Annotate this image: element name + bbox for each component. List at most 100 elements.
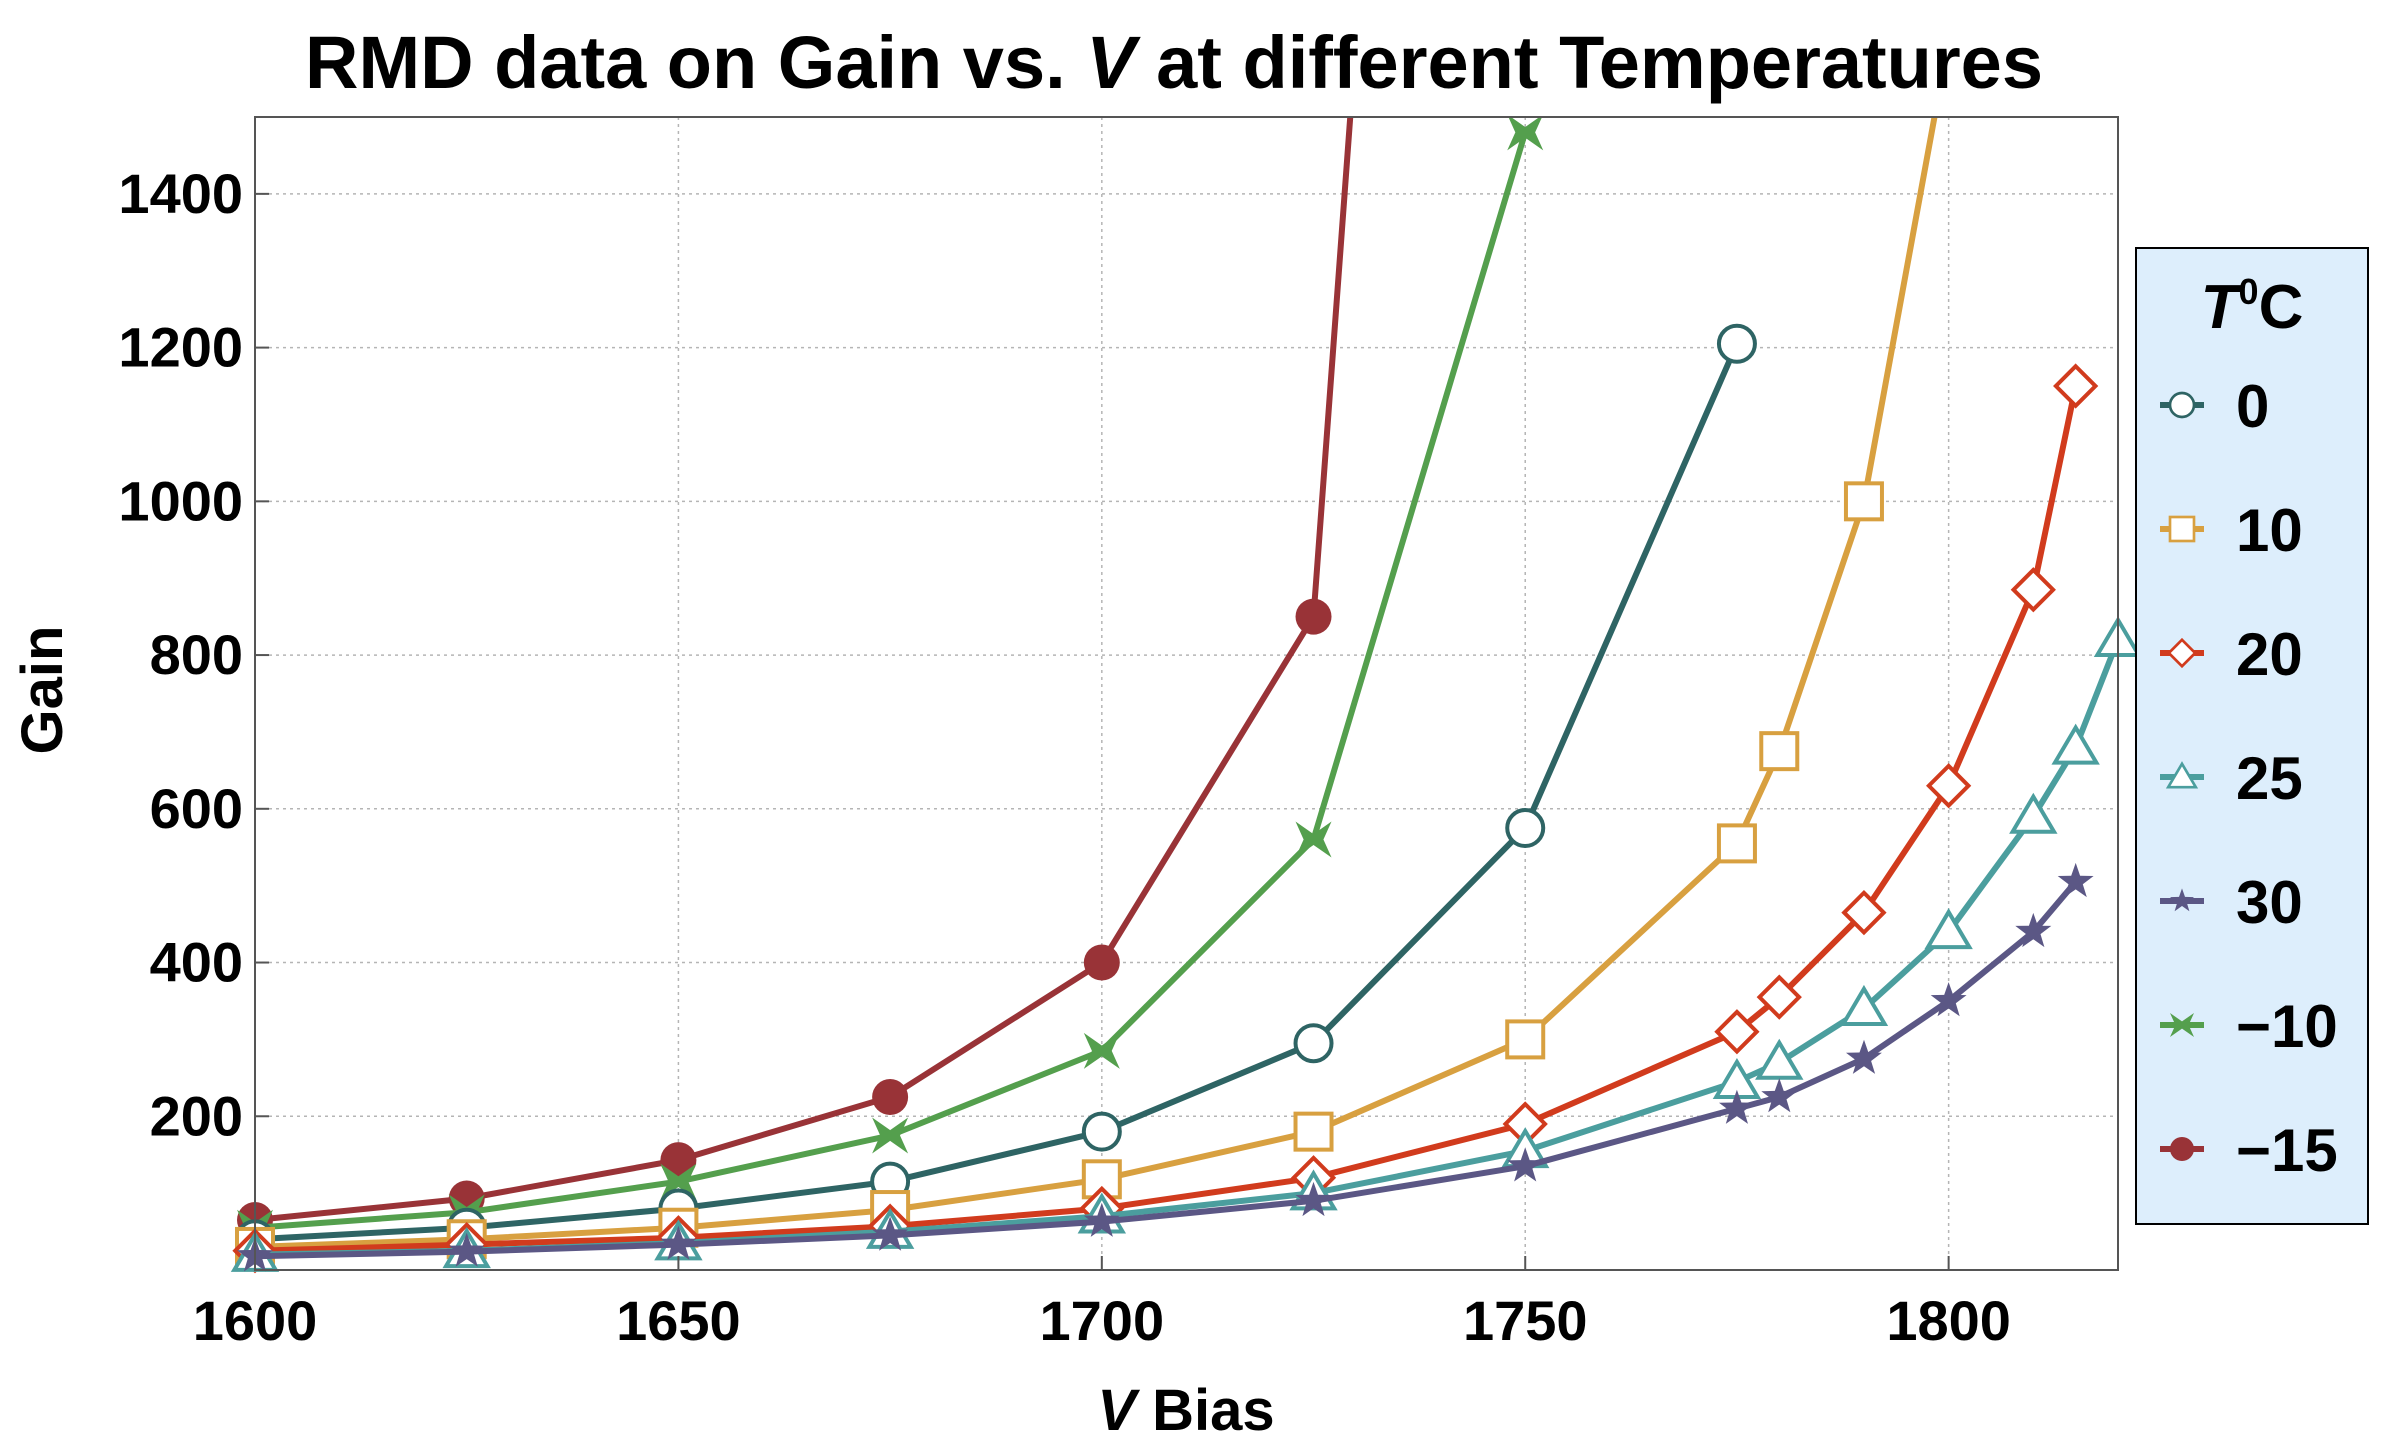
y-tick-label: 800	[150, 623, 243, 686]
data-point	[872, 1216, 909, 1251]
series-line	[254, 385, 2079, 1254]
y-tick-label: 1200	[118, 316, 243, 379]
data-point	[1716, 323, 1757, 364]
data-point	[2166, 637, 2198, 669]
legend-entries: 0 10 20 25 30 −10 −15	[2160, 373, 2338, 1184]
data-point	[1295, 821, 1332, 858]
series-layer	[230, 117, 2143, 1274]
legend-label: 25	[2236, 745, 2303, 812]
title-part-2: V	[1086, 21, 1141, 104]
legend-entry: 0	[2160, 373, 2269, 440]
data-point	[1930, 982, 1967, 1017]
data-point	[1507, 117, 1544, 151]
title-part-3: at different Temperatures	[1136, 21, 2043, 104]
series-5	[237, 117, 1544, 1246]
data-point	[660, 1163, 697, 1200]
data-point	[1719, 1089, 1755, 1124]
data-point	[1505, 1019, 1546, 1060]
data-point	[2170, 1013, 2194, 1037]
legend-entry: −10	[2160, 993, 2338, 1060]
series-6	[237, 117, 1354, 1239]
data-point	[1083, 944, 1120, 981]
data-point	[2168, 515, 2196, 543]
data-point	[1081, 1111, 1122, 1152]
legend-entry: 25	[2160, 745, 2303, 812]
data-point	[1083, 1032, 1120, 1069]
x-tick-label: 1700	[1040, 1289, 1165, 1352]
y-axis-title: Gain	[10, 626, 75, 755]
legend-entry: 20	[2160, 621, 2303, 688]
x-tick-label: 1750	[1463, 1289, 1588, 1352]
plot-frame	[254, 116, 2119, 1271]
data-point	[448, 1232, 485, 1267]
data-point	[1507, 1147, 1544, 1182]
data-point	[1293, 1023, 1334, 1064]
legend-title-sup: 0	[2239, 271, 2259, 312]
data-point	[2170, 1137, 2194, 1161]
data-point	[1756, 974, 1802, 1020]
legend-label: 20	[2236, 621, 2303, 688]
y-tick-label: 600	[150, 777, 243, 840]
legend-title: T0C	[2201, 271, 2304, 342]
data-point	[1716, 823, 1757, 864]
legend-entry: 10	[2160, 497, 2303, 564]
data-point	[1714, 1009, 1760, 1055]
data-point	[2165, 761, 2199, 789]
data-point	[2053, 363, 2099, 409]
x-tick-label: 1800	[1886, 1289, 2011, 1352]
data-point	[1761, 1078, 1798, 1113]
data-point	[1924, 908, 1973, 950]
data-point	[2009, 792, 2058, 834]
series-line	[254, 117, 1354, 1223]
data-point	[1083, 1202, 1120, 1237]
data-point	[1293, 1111, 1334, 1152]
data-point	[1295, 598, 1332, 635]
x-axis-title: V Bias	[1097, 1378, 1274, 1443]
data-point	[660, 1142, 697, 1179]
data-point	[2168, 391, 2196, 419]
data-point	[2051, 723, 2100, 765]
data-point	[2015, 912, 2052, 948]
data-point	[2010, 567, 2056, 613]
data-point	[1295, 1181, 1332, 1217]
data-point	[1846, 1039, 1882, 1074]
data-point	[1926, 763, 1972, 809]
chart-title: RMD data on Gain vs. V at different Temp…	[305, 21, 2043, 104]
x-tick-label: 1650	[616, 1289, 741, 1352]
legend-title-t: T	[2201, 273, 2244, 342]
data-point	[872, 1079, 909, 1116]
x-axis-title-var: V	[1097, 1378, 1140, 1443]
legend-title-c: C	[2259, 273, 2304, 342]
data-point	[1843, 481, 1884, 522]
x-tick-label: 1600	[193, 1289, 318, 1352]
y-tick-label: 200	[150, 1084, 243, 1147]
series-line	[254, 342, 1740, 1243]
data-point	[660, 1225, 697, 1260]
data-point	[1755, 1038, 1804, 1080]
x-axis-title-rest: Bias	[1136, 1378, 1275, 1443]
y-tick-label: 400	[150, 931, 243, 994]
series-1	[235, 117, 1938, 1267]
tick-labels: 1600 1650 1700 1750 1800 200 400 600 800 1000 1200…	[118, 162, 2011, 1352]
title-part-1: RMD data on Gain vs.	[305, 21, 1086, 104]
legend-entry: 30	[2160, 869, 2303, 936]
data-point	[2057, 862, 2094, 898]
y-tick-label: 1400	[118, 162, 243, 225]
data-point	[1839, 984, 1889, 1026]
legend-label: 30	[2236, 869, 2303, 936]
legend-label: 0	[2236, 373, 2269, 440]
y-tick-label: 1000	[118, 469, 243, 532]
series-3	[230, 615, 2143, 1272]
data-point	[1841, 889, 1887, 936]
data-point	[1505, 808, 1546, 849]
data-point	[1759, 731, 1800, 772]
legend-label: −10	[2236, 993, 2338, 1060]
legend-entry: −15	[2160, 1117, 2338, 1184]
data-point	[2170, 888, 2194, 912]
legend-label: 10	[2236, 497, 2303, 564]
legend-label: −15	[2236, 1117, 2338, 1184]
legend-box	[2135, 247, 2369, 1225]
data-point	[872, 1117, 909, 1154]
